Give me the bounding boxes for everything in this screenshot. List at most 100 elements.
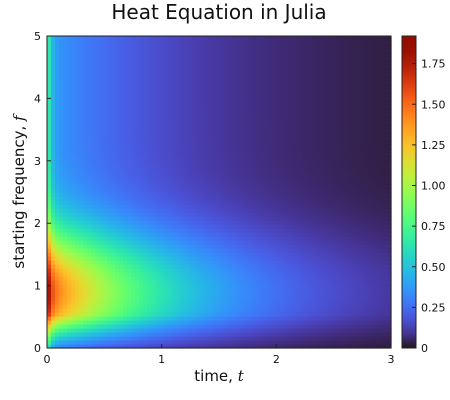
heatmap-cell xyxy=(115,312,120,317)
heatmap-cell xyxy=(87,96,92,101)
heatmap-cell xyxy=(187,200,192,205)
heatmap-cell xyxy=(175,192,180,197)
heatmap-cell xyxy=(163,84,168,89)
heatmap-cell xyxy=(107,112,112,117)
heatmap-cell xyxy=(203,220,208,225)
heatmap-cell xyxy=(107,264,112,269)
heatmap-cell xyxy=(235,324,240,329)
heatmap-cell xyxy=(179,128,184,133)
heatmap-cell xyxy=(199,192,204,197)
heatmap-cell xyxy=(151,208,156,213)
heatmap-cell xyxy=(243,332,248,337)
heatmap-cell xyxy=(255,232,260,237)
heatmap-cell xyxy=(219,324,224,329)
heatmap-cell xyxy=(283,172,288,177)
heatmap-cell xyxy=(123,184,128,189)
heatmap-cell xyxy=(231,256,236,261)
heatmap-cell xyxy=(255,140,260,145)
heatmap-cell xyxy=(111,140,116,145)
heatmap-cell xyxy=(243,308,248,313)
heatmap-cell xyxy=(131,140,136,145)
heatmap-cell xyxy=(131,104,136,109)
heatmap-cell xyxy=(111,344,116,349)
heatmap-cell xyxy=(79,152,84,157)
heatmap-cell xyxy=(183,60,188,65)
heatmap-cell xyxy=(115,216,120,221)
heatmap-cell xyxy=(251,180,256,185)
heatmap-cell xyxy=(135,260,140,265)
heatmap-cell xyxy=(287,44,292,49)
heatmap-cell xyxy=(55,292,60,297)
heatmap-cell xyxy=(295,316,300,321)
heatmap-cell xyxy=(203,124,208,129)
heatmap-cell xyxy=(179,220,184,225)
heatmap-cell xyxy=(291,248,296,253)
heatmap-cell xyxy=(219,60,224,65)
heatmap-cell xyxy=(83,216,88,221)
heatmap-cell xyxy=(83,144,88,149)
heatmap-cell xyxy=(255,132,260,137)
heatmap-cell xyxy=(147,240,152,245)
heatmap-cell xyxy=(175,296,180,301)
heatmap-cell xyxy=(259,236,264,241)
heatmap-cell xyxy=(119,148,124,153)
heatmap-cell xyxy=(247,288,252,293)
heatmap-cell xyxy=(83,336,88,341)
heatmap-cell xyxy=(155,180,160,185)
heatmap-cell xyxy=(59,200,64,205)
heatmap-cell xyxy=(103,212,108,217)
heatmap-cell xyxy=(287,256,292,261)
heatmap-cell xyxy=(235,116,240,121)
heatmap-cell xyxy=(223,248,228,253)
heatmap-cell xyxy=(235,52,240,57)
heatmap-cell xyxy=(111,192,116,197)
heatmap-cell xyxy=(55,44,60,49)
heatmap-cell xyxy=(291,260,296,265)
heatmap-cell xyxy=(243,172,248,177)
heatmap-cell xyxy=(51,180,56,185)
heatmap-cell xyxy=(187,248,192,253)
heatmap-cell xyxy=(263,212,268,217)
heatmap-cell xyxy=(151,300,156,305)
heatmap-cell xyxy=(239,256,244,261)
heatmap-cell xyxy=(63,56,68,61)
heatmap-cell xyxy=(183,312,188,317)
heatmap-cell xyxy=(279,256,284,261)
heatmap-cell xyxy=(175,268,180,273)
heatmap-cell xyxy=(199,176,204,181)
heatmap-cell xyxy=(163,296,168,301)
heatmap-cell xyxy=(287,284,292,289)
heatmap-cell xyxy=(155,96,160,101)
heatmap-cell xyxy=(175,344,180,349)
heatmap-cell xyxy=(215,240,220,245)
heatmap-cell xyxy=(111,208,116,213)
heatmap-cell xyxy=(91,284,96,289)
heatmap-cell xyxy=(83,204,88,209)
heatmap-cell xyxy=(211,240,216,245)
heatmap-cell xyxy=(295,260,300,265)
heatmap-cell xyxy=(243,140,248,145)
heatmap-cell xyxy=(91,88,96,93)
heatmap-cell xyxy=(243,40,248,45)
heatmap-cell xyxy=(203,272,208,277)
heatmap-cell xyxy=(295,196,300,201)
heatmap-cell xyxy=(83,80,88,85)
heatmap-cell xyxy=(171,48,176,53)
heatmap-cell xyxy=(159,120,164,125)
heatmap-cell xyxy=(299,256,304,261)
heatmap-cell xyxy=(227,212,232,217)
heatmap-cell xyxy=(219,208,224,213)
heatmap-cell xyxy=(135,64,140,69)
heatmap-cell xyxy=(235,224,240,229)
heatmap-cell xyxy=(63,60,68,65)
heatmap-cell xyxy=(51,160,56,165)
heatmap-cell xyxy=(51,176,56,181)
heatmap-cell xyxy=(195,168,200,173)
heatmap-cell xyxy=(263,60,268,65)
heatmap-cell xyxy=(143,164,148,169)
heatmap-cell xyxy=(251,60,256,65)
heatmap-cell xyxy=(267,132,272,137)
heatmap-cell xyxy=(227,200,232,205)
heatmap-cell xyxy=(223,288,228,293)
heatmap-cell xyxy=(251,48,256,53)
